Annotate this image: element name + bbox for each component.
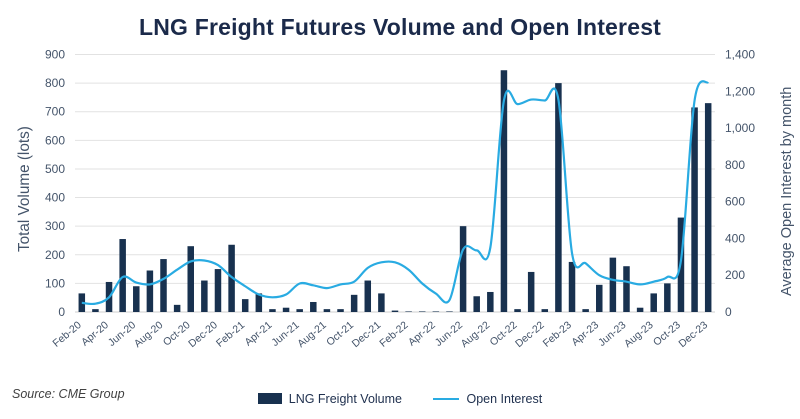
svg-text:200: 200 [725,268,745,282]
svg-text:800: 800 [45,76,65,90]
svg-text:Aug-23: Aug-23 [622,319,656,350]
svg-text:600: 600 [725,195,745,209]
svg-text:Feb-23: Feb-23 [541,319,574,350]
svg-text:500: 500 [45,162,65,176]
svg-text:100: 100 [45,276,65,290]
svg-text:1,200: 1,200 [725,84,755,98]
svg-text:Jun-20: Jun-20 [106,319,138,349]
svg-text:Apr-22: Apr-22 [406,319,438,349]
svg-text:Feb-20: Feb-20 [51,319,84,350]
svg-text:0: 0 [725,305,732,319]
svg-text:Aug-22: Aug-22 [459,319,493,350]
svg-text:1,400: 1,400 [725,48,755,62]
svg-text:Feb-21: Feb-21 [214,319,247,350]
svg-text:800: 800 [725,158,745,172]
svg-text:Jun-21: Jun-21 [269,319,301,349]
svg-text:Aug-21: Aug-21 [295,319,329,350]
svg-text:700: 700 [45,105,65,119]
svg-text:Aug-20: Aug-20 [132,319,166,350]
svg-text:Apr-23: Apr-23 [569,319,601,349]
svg-text:Jun-23: Jun-23 [596,319,628,349]
svg-text:0: 0 [58,305,65,319]
svg-text:Apr-20: Apr-20 [79,319,111,349]
svg-text:400: 400 [725,231,745,245]
svg-text:Jun-22: Jun-22 [433,319,465,349]
svg-text:Dec-21: Dec-21 [350,319,384,350]
svg-text:Dec-20: Dec-20 [186,319,220,350]
svg-text:Dec-23: Dec-23 [676,319,710,350]
svg-text:200: 200 [45,248,65,262]
svg-text:Feb-22: Feb-22 [377,319,410,350]
svg-text:1,000: 1,000 [725,121,755,135]
svg-text:Dec-22: Dec-22 [513,319,547,350]
svg-text:900: 900 [45,48,65,62]
svg-text:Apr-21: Apr-21 [243,319,275,349]
svg-text:300: 300 [45,219,65,233]
svg-text:400: 400 [45,191,65,205]
svg-text:600: 600 [45,133,65,147]
